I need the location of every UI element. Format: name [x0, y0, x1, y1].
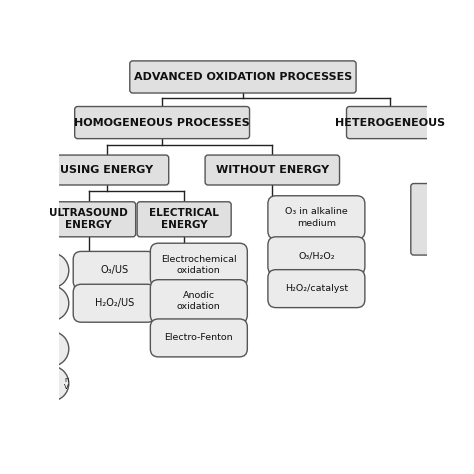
Text: USING ENERGY: USING ENERGY [61, 165, 154, 175]
FancyBboxPatch shape [150, 280, 247, 323]
FancyBboxPatch shape [75, 107, 249, 138]
Circle shape [34, 253, 69, 288]
Text: ELECTRICAL
ENERGY: ELECTRICAL ENERGY [149, 208, 219, 230]
FancyBboxPatch shape [346, 107, 433, 138]
FancyBboxPatch shape [150, 243, 247, 287]
Circle shape [34, 286, 69, 321]
FancyBboxPatch shape [268, 237, 365, 275]
FancyBboxPatch shape [137, 202, 231, 237]
Circle shape [34, 331, 69, 366]
Text: H₂O₂/US: H₂O₂/US [95, 298, 134, 308]
FancyBboxPatch shape [150, 319, 247, 357]
Text: O₃ in alkaline
medium: O₃ in alkaline medium [285, 208, 348, 228]
Text: H₂O₂/catalyst: H₂O₂/catalyst [285, 284, 348, 293]
Text: Anodic
oxidation: Anodic oxidation [177, 292, 221, 311]
FancyBboxPatch shape [268, 270, 365, 308]
FancyBboxPatch shape [42, 202, 136, 237]
FancyBboxPatch shape [130, 61, 356, 93]
FancyBboxPatch shape [46, 155, 169, 185]
FancyBboxPatch shape [73, 284, 155, 322]
Text: HOMOGENEOUS PROCESSES: HOMOGENEOUS PROCESSES [74, 118, 250, 128]
FancyBboxPatch shape [411, 183, 431, 255]
Text: ADVANCED OXIDATION PROCESSES: ADVANCED OXIDATION PROCESSES [134, 72, 352, 82]
Text: Electrochemical
oxidation: Electrochemical oxidation [161, 255, 237, 275]
FancyBboxPatch shape [73, 251, 155, 289]
Text: n
V: n V [64, 377, 69, 390]
Text: ULTRASOUND
ENERGY: ULTRASOUND ENERGY [49, 208, 128, 230]
Text: Electro-Fenton: Electro-Fenton [164, 333, 233, 342]
Text: O₃/US: O₃/US [100, 265, 128, 275]
Circle shape [34, 366, 69, 401]
FancyBboxPatch shape [268, 196, 365, 239]
Text: WITHOUT ENERGY: WITHOUT ENERGY [216, 165, 329, 175]
Text: O₃/H₂O₂: O₃/H₂O₂ [298, 251, 335, 260]
FancyBboxPatch shape [205, 155, 339, 185]
Text: HETEROGENEOUS: HETEROGENEOUS [335, 118, 445, 128]
